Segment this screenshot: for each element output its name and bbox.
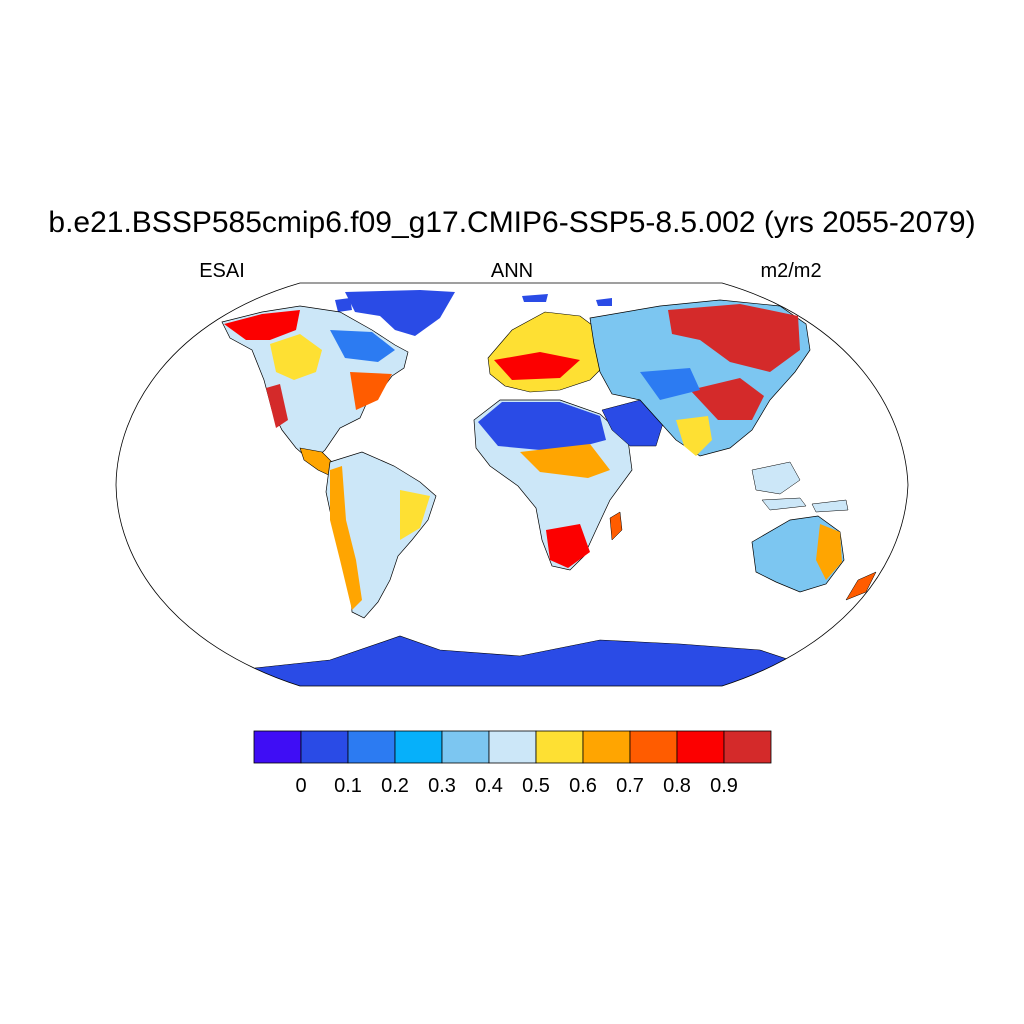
colorbar-swatch — [300, 730, 349, 764]
arctic-islands-east — [522, 294, 612, 306]
colorbar-swatch — [347, 730, 396, 764]
colorbar-tick-label: 0.8 — [663, 775, 691, 797]
colorbar-tick-label: 0.5 — [522, 775, 550, 797]
alaska-red — [224, 310, 300, 340]
south-america-east-warm — [400, 490, 430, 540]
europe-region — [487, 311, 607, 393]
main-title: b.e21.BSSP585cmip6.f09_g17.CMIP6-SSP5-8.… — [48, 206, 975, 239]
south-america-coast-warm — [330, 466, 362, 610]
canada-warm — [270, 334, 322, 380]
colorbar-swatch — [253, 730, 302, 764]
colorbar-swatch — [629, 730, 678, 764]
colorbar — [253, 730, 772, 764]
us-east-red — [350, 372, 392, 410]
sahara-region — [478, 402, 606, 450]
southeast-asia-region — [751, 461, 801, 495]
arctic-islands — [335, 298, 352, 312]
indonesia-islands — [761, 497, 849, 513]
colorbar-tick-label: 0 — [295, 775, 306, 797]
land-layer — [221, 290, 877, 686]
colorbar-tick-label: 0.4 — [475, 775, 503, 797]
colorbar-swatch — [441, 730, 490, 764]
colorbar-swatch — [723, 730, 772, 764]
colorbar-swatch — [676, 730, 725, 764]
map-outline — [115, 282, 909, 687]
sahel-warm — [520, 444, 610, 478]
australia-east-warm — [816, 524, 842, 580]
colorbar-swatch — [394, 730, 443, 764]
us-west-red — [266, 384, 288, 428]
colorbar-tick-label: 0.1 — [334, 775, 362, 797]
southern-africa-red — [546, 524, 590, 568]
colorbar-swatch — [582, 730, 631, 764]
greenland-region — [345, 290, 455, 336]
colorbar-tick-label: 0.2 — [381, 775, 409, 797]
madagascar — [609, 511, 623, 541]
siberia-red — [668, 304, 800, 372]
colorbar-tick-label: 0.7 — [616, 775, 644, 797]
colorbar-swatch — [535, 730, 584, 764]
center-label: ANN — [491, 260, 533, 282]
india-warm — [676, 416, 712, 456]
colorbar-swatch — [488, 730, 537, 764]
europe-red-band — [494, 352, 580, 380]
china-red — [690, 378, 764, 420]
right-label: m2/m2 — [760, 260, 821, 282]
colorbar-tick-label: 0.9 — [710, 775, 738, 797]
central-asia-blue — [640, 368, 700, 400]
canada-blue — [330, 330, 395, 362]
antarctica-region — [239, 635, 801, 686]
new-zealand — [845, 571, 877, 601]
left-label: ESAI — [199, 260, 245, 282]
colorbar-tick-label: 0.6 — [569, 775, 597, 797]
colorbar-tick-label: 0.3 — [428, 775, 456, 797]
world-map — [115, 282, 909, 687]
colorbar-tick-labels: 0 0.1 0.2 0.3 0.4 0.5 0.6 0.7 0.8 0.9 — [295, 775, 737, 797]
